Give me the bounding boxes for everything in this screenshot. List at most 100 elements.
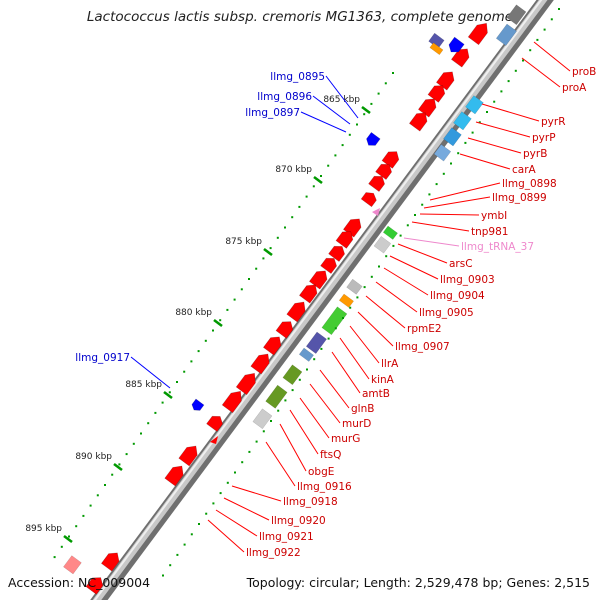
gene-label-pyrp[interactable]: pyrP — [532, 132, 556, 144]
highlighted-gene-box[interactable] — [63, 555, 82, 575]
gene-label-arsc[interactable]: arsC — [449, 258, 473, 270]
gene-features[interactable] — [63, 4, 527, 595]
forward-gene-arrow[interactable] — [417, 98, 437, 118]
gene-label-glnb[interactable]: glnB — [351, 403, 374, 415]
forward-gene-arrow[interactable] — [221, 390, 242, 414]
gene-label-murd[interactable]: murD — [342, 418, 371, 430]
gene-labels[interactable]: llmg_0895 llmg_0896 llmg_0897 llmg_0917 proB… — [75, 66, 596, 559]
ruler-tick — [213, 318, 223, 328]
gene-label-llmg-0922[interactable]: llmg_0922 — [246, 547, 301, 559]
highlighted-gene-box[interactable] — [465, 95, 484, 115]
highlighted-gene-box[interactable] — [298, 347, 314, 362]
forward-gene-arrow[interactable] — [368, 175, 385, 192]
gene-label-ftsq[interactable]: ftsQ — [320, 449, 341, 461]
highlighted-gene-box[interactable] — [433, 144, 452, 162]
highlighted-gene-box[interactable] — [305, 331, 327, 354]
highlighted-gene-box[interactable] — [429, 42, 444, 56]
gene-label-llmg-0903[interactable]: llmg_0903 — [440, 274, 495, 286]
highlighted-gene-box[interactable] — [443, 127, 462, 147]
forward-gene-arrow[interactable] — [335, 231, 354, 249]
forward-gene-arrow[interactable] — [408, 112, 428, 132]
gene-label-tnp981[interactable]: tnp981 — [471, 226, 508, 238]
ruler-label: 880 kbp — [175, 308, 212, 318]
gene-label-pyrr[interactable]: pyrR — [541, 116, 566, 128]
forward-gene-arrow[interactable] — [235, 372, 256, 396]
gene-label-amtb[interactable]: amtB — [362, 388, 390, 400]
gene-label-llmg-0907[interactable]: llmg_0907 — [395, 341, 450, 353]
gene-label-llmg-0920[interactable]: llmg_0920 — [271, 515, 326, 527]
forward-gene-arrow[interactable] — [450, 48, 470, 68]
gene-label-llmg-0916[interactable]: llmg_0916 — [297, 481, 352, 493]
ruler-label: 890 kbp — [75, 452, 112, 462]
forward-gene-arrow[interactable] — [435, 71, 455, 91]
forward-gene-arrow[interactable] — [262, 336, 282, 356]
forward-gene-arrow[interactable] — [85, 577, 104, 595]
gene-label-murg[interactable]: murG — [331, 433, 360, 445]
highlighted-gene-box[interactable] — [321, 306, 348, 336]
gene-label-kina[interactable]: kinA — [371, 374, 395, 386]
gene-label-llmg-0896[interactable]: llmg_0896 — [257, 91, 312, 103]
forward-gene-arrow[interactable] — [427, 85, 446, 103]
ruler-label: 885 kbp — [125, 380, 162, 390]
gene-label-llmg-0899[interactable]: llmg_0899 — [492, 192, 547, 204]
gene-label-llmg-0895[interactable]: llmg_0895 — [270, 71, 325, 83]
forward-gene-arrow[interactable] — [467, 22, 488, 46]
highlighted-gene-box[interactable] — [338, 293, 354, 308]
gene-label-llmg-trna-37[interactable]: llmg_tRNA_37 — [461, 241, 534, 253]
highlighted-gene-box[interactable] — [453, 111, 472, 131]
reverse-gene-arrow[interactable] — [448, 36, 465, 53]
forward-gene-arrow[interactable] — [375, 163, 392, 180]
forward-gene-arrow[interactable] — [308, 270, 328, 290]
highlighted-gene-box[interactable] — [382, 225, 398, 240]
ruler-tick — [313, 175, 323, 185]
forward-gene-arrow[interactable] — [275, 321, 294, 339]
gene-label-llmg-0905[interactable]: llmg_0905 — [419, 307, 474, 319]
reverse-gene-arrow[interactable] — [366, 131, 381, 146]
gene-label-cara[interactable]: carA — [512, 164, 537, 176]
highlighted-gene-box[interactable] — [282, 364, 303, 386]
reverse-gene-arrow[interactable] — [191, 398, 205, 411]
gene-label-ymbi[interactable]: ymbI — [481, 210, 507, 222]
forward-gene-arrow[interactable] — [381, 151, 400, 169]
ruler-tick — [163, 390, 173, 400]
forward-gene-arrow[interactable] — [210, 436, 218, 444]
gene-label-obge[interactable]: obgE — [308, 466, 334, 478]
ruler-label: 895 kbp — [25, 524, 62, 534]
gene-label-pyrb[interactable]: pyrB — [523, 148, 547, 160]
ruler-labels: 865 kbp 870 kbp 875 kbp 880 kbp 885 kbp 890 k… — [25, 95, 360, 534]
forward-gene-arrow[interactable] — [360, 192, 377, 208]
gene-label-prob[interactable]: proB — [572, 66, 596, 78]
label-leader-lines — [130, 41, 571, 553]
highlighted-gene-box[interactable] — [506, 4, 527, 26]
gene-label-llmg-0917[interactable]: llmg_0917 — [75, 352, 130, 364]
ruler-label: 865 kbp — [323, 95, 360, 105]
highlighted-gene-box[interactable] — [252, 408, 273, 430]
forward-gene-arrow[interactable] — [298, 284, 318, 304]
gene-label-llmg-0918[interactable]: llmg_0918 — [283, 496, 338, 508]
ruler-label: 875 kbp — [225, 237, 262, 247]
highlighted-gene-box[interactable] — [495, 23, 517, 46]
forward-gene-arrow[interactable] — [286, 301, 306, 323]
gene-label-llmg-0897[interactable]: llmg_0897 — [245, 107, 300, 119]
gene-label-llmg-0921[interactable]: llmg_0921 — [259, 531, 314, 543]
forward-gene-arrow[interactable] — [206, 415, 223, 432]
ruler-tick — [263, 247, 273, 257]
forward-gene-arrow[interactable] — [320, 257, 337, 274]
trna-gene-mark[interactable] — [372, 208, 380, 216]
forward-gene-arrow[interactable] — [164, 465, 184, 487]
gene-label-llmg-0904[interactable]: llmg_0904 — [430, 290, 485, 302]
highlighted-gene-box[interactable] — [373, 236, 392, 254]
ruler-ticks — [63, 105, 371, 544]
forward-gene-arrow[interactable] — [328, 245, 345, 262]
highlighted-gene-box[interactable] — [428, 32, 445, 49]
gene-label-proa[interactable]: proA — [562, 82, 587, 94]
forward-gene-arrow[interactable] — [250, 353, 270, 375]
forward-gene-arrow[interactable] — [178, 445, 198, 467]
highlighted-gene-box[interactable] — [265, 384, 288, 409]
forward-gene-arrow[interactable] — [100, 552, 120, 572]
highlighted-gene-box[interactable] — [346, 278, 363, 295]
gene-label-rpme2[interactable]: rpmE2 — [407, 323, 442, 335]
gene-label-llra[interactable]: llrA — [381, 358, 399, 370]
gene-label-llmg-0898[interactable]: llmg_0898 — [502, 178, 557, 190]
